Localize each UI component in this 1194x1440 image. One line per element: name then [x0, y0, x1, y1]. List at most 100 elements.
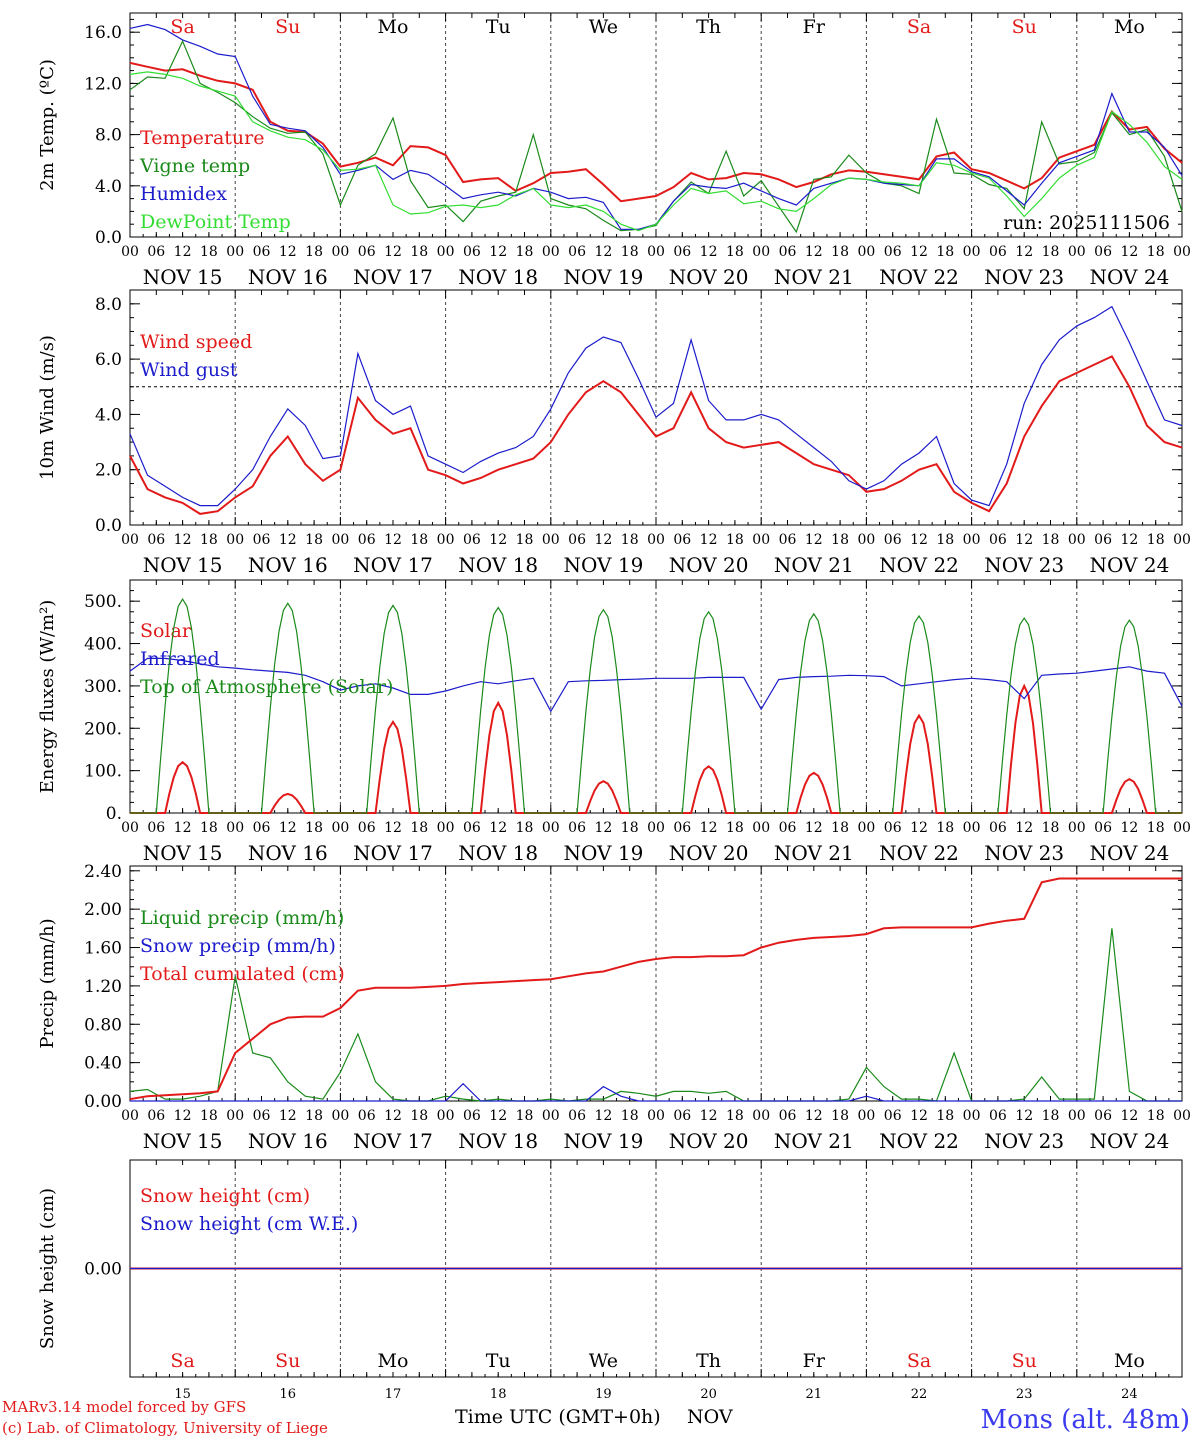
hour-label: 18 [831, 1108, 849, 1124]
hour-label: 00 [121, 532, 139, 548]
hour-label: 06 [673, 532, 691, 548]
hour-label: 06 [358, 532, 376, 548]
hour-label: 00 [963, 820, 981, 836]
hour-label: 18 [1042, 820, 1060, 836]
hour-label: 18 [621, 532, 639, 548]
hour-label: 06 [884, 1108, 902, 1124]
hour-label: 12 [279, 1108, 297, 1124]
hour-label: 00 [752, 820, 770, 836]
hour-label: 00 [331, 820, 349, 836]
hour-label: 12 [594, 244, 612, 260]
hour-label: 12 [384, 244, 402, 260]
series-line-snow-precip-mm-h- [130, 1082, 1182, 1102]
hour-label: 12 [910, 532, 928, 548]
series-line-dewpoint-temp [129, 71, 1183, 232]
date-label: NOV 22 [879, 841, 959, 865]
hour-label: 12 [805, 532, 823, 548]
date-label: NOV 18 [458, 553, 538, 577]
legend-entry: Wind speed [140, 331, 252, 353]
date-label: NOV 24 [1090, 265, 1170, 289]
hour-label: 18 [621, 1108, 639, 1124]
month-label: NOV [687, 1406, 733, 1428]
legend-entry: Humidex [140, 183, 227, 205]
hour-label: 00 [331, 244, 349, 260]
hour-label: 06 [779, 1108, 797, 1124]
date-label: NOV 19 [564, 265, 644, 289]
day-number: 20 [700, 1387, 717, 1402]
hour-label: 18 [305, 1108, 323, 1124]
date-label: NOV 23 [984, 553, 1064, 577]
y-tick-label: 400. [84, 635, 122, 655]
hour-label: 00 [963, 244, 981, 260]
y-tick-label: 4.0 [95, 177, 122, 197]
hour-label: 00 [963, 1108, 981, 1124]
hour-label: 00 [857, 820, 875, 836]
y-tick-label: 100. [84, 762, 122, 782]
hour-label: 00 [121, 244, 139, 260]
hour-label: 00 [752, 244, 770, 260]
hour-label: 18 [305, 820, 323, 836]
y-tick-label: 0.00 [84, 1260, 122, 1280]
y-tick-label: 2.0 [95, 461, 122, 481]
weekday-label: Sa [170, 1350, 194, 1372]
day-number: 19 [595, 1387, 612, 1402]
weekday-label: Mo [1114, 1350, 1145, 1372]
series-line-wind-speed [129, 355, 1183, 515]
hour-label: 18 [726, 532, 744, 548]
hour-label: 06 [568, 244, 586, 260]
legend-entry: Solar [140, 620, 192, 642]
date-label: NOV 15 [143, 1129, 223, 1153]
hour-label: 00 [1173, 1108, 1191, 1124]
hour-label: 18 [726, 820, 744, 836]
hour-label: 18 [305, 244, 323, 260]
date-label: NOV 16 [248, 553, 328, 577]
date-label: NOV 15 [143, 841, 223, 865]
hour-label: 00 [331, 532, 349, 548]
hour-label: 00 [437, 820, 455, 836]
date-label: NOV 18 [458, 841, 538, 865]
hour-label: 12 [700, 820, 718, 836]
date-label: NOV 18 [458, 1129, 538, 1153]
hour-label: 12 [1015, 820, 1033, 836]
hour-label: 00 [542, 532, 560, 548]
date-label: NOV 21 [774, 553, 854, 577]
day-number: 23 [1016, 1387, 1033, 1402]
date-label: NOV 20 [669, 265, 749, 289]
hour-label: 06 [1094, 820, 1112, 836]
legend-entry: Snow precip (mm/h) [140, 935, 336, 957]
hour-label: 18 [1042, 244, 1060, 260]
weekday-label: Su [1012, 16, 1037, 38]
date-label: NOV 23 [984, 265, 1064, 289]
day-number: 22 [911, 1387, 928, 1402]
y-tick-label: 2.00 [84, 900, 122, 920]
hour-label: 00 [226, 1108, 244, 1124]
day-number: 17 [385, 1387, 402, 1402]
hour-label: 12 [489, 532, 507, 548]
date-label: NOV 23 [984, 1129, 1064, 1153]
hour-label: 12 [174, 532, 192, 548]
hour-label: 00 [437, 532, 455, 548]
date-label: NOV 24 [1090, 553, 1170, 577]
hour-label: 00 [437, 244, 455, 260]
hour-label: 06 [989, 532, 1007, 548]
panel-snow: 0.00 Snow height (cm) Snow height (cm) Snow… [37, 1159, 1183, 1402]
hour-label: 00 [647, 532, 665, 548]
y-tick-label: 300. [84, 677, 122, 697]
hour-label: 00 [542, 244, 560, 260]
hour-label: 18 [1042, 1108, 1060, 1124]
y-tick-label: 16.0 [84, 23, 122, 43]
hour-label: 06 [568, 1108, 586, 1124]
credit-line-1: MARv3.14 model forced by GFS [2, 1398, 246, 1416]
hour-label: 00 [1068, 1108, 1086, 1124]
hour-label: 06 [1094, 1108, 1112, 1124]
weekday-label: Th [696, 16, 721, 38]
date-label: NOV 17 [353, 553, 433, 577]
date-label: NOV 21 [774, 265, 854, 289]
hour-label: 18 [410, 1108, 428, 1124]
date-label: NOV 21 [774, 841, 854, 865]
date-label: NOV 21 [774, 1129, 854, 1153]
hour-label: 06 [147, 820, 165, 836]
hour-label: 12 [489, 820, 507, 836]
hour-label: 00 [542, 1108, 560, 1124]
hour-label: 06 [463, 820, 481, 836]
